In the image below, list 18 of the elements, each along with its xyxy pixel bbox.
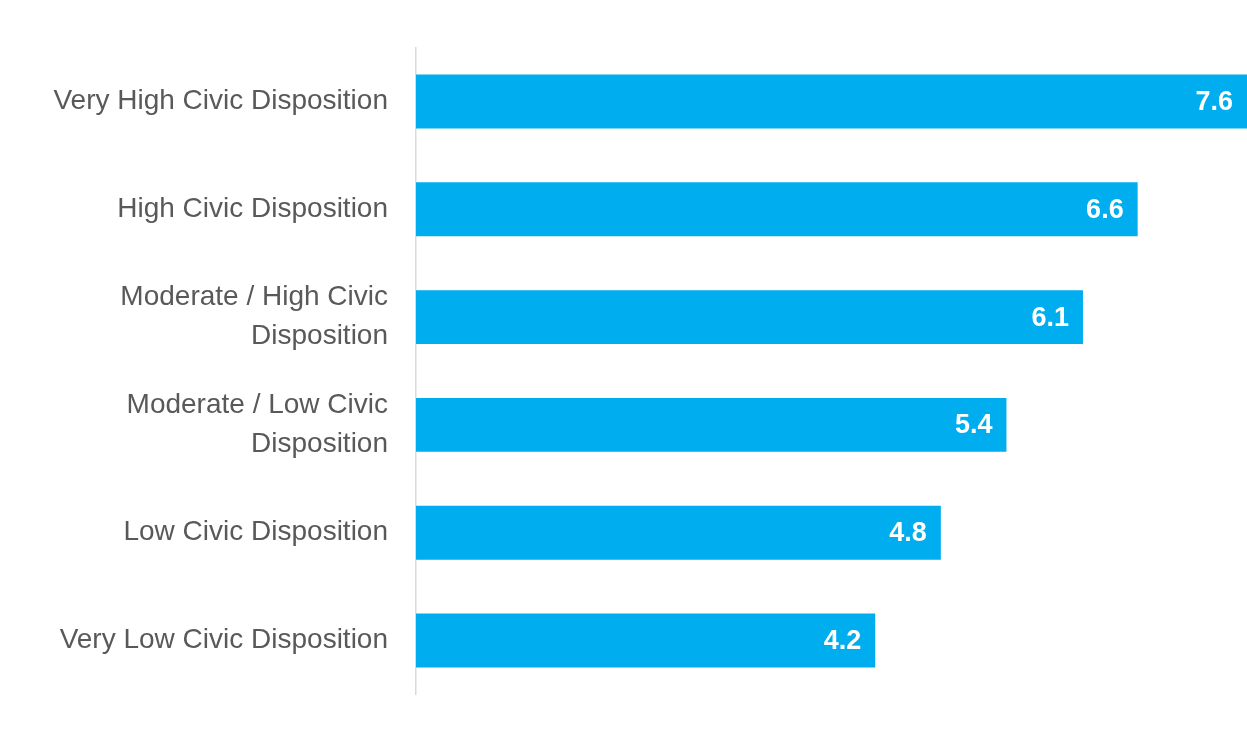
bar: [416, 290, 1083, 345]
data-label: 4.8: [889, 517, 927, 548]
bar: [416, 397, 1007, 452]
y-tick-label: Moderate / High Civic Disposition: [120, 280, 388, 351]
data-label: 5.4: [954, 409, 993, 440]
bar: [416, 505, 941, 560]
y-tick-label: Low Civic Disposition: [123, 515, 388, 547]
y-tick-label: Very High Civic Disposition: [53, 84, 388, 116]
y-tick-label: High Civic Disposition: [117, 192, 388, 224]
bar: [416, 613, 876, 668]
data-label: 6.1: [1031, 301, 1069, 332]
bar: [416, 74, 1247, 129]
y-tick-label: Very Low Civic Disposition: [59, 623, 388, 655]
data-label: 7.6: [1195, 85, 1233, 116]
bar: [416, 182, 1138, 237]
y-tick-label: Moderate / Low Civic Disposition: [126, 388, 388, 459]
data-label: 4.2: [823, 624, 862, 655]
data-label: 6.6: [1086, 193, 1124, 224]
